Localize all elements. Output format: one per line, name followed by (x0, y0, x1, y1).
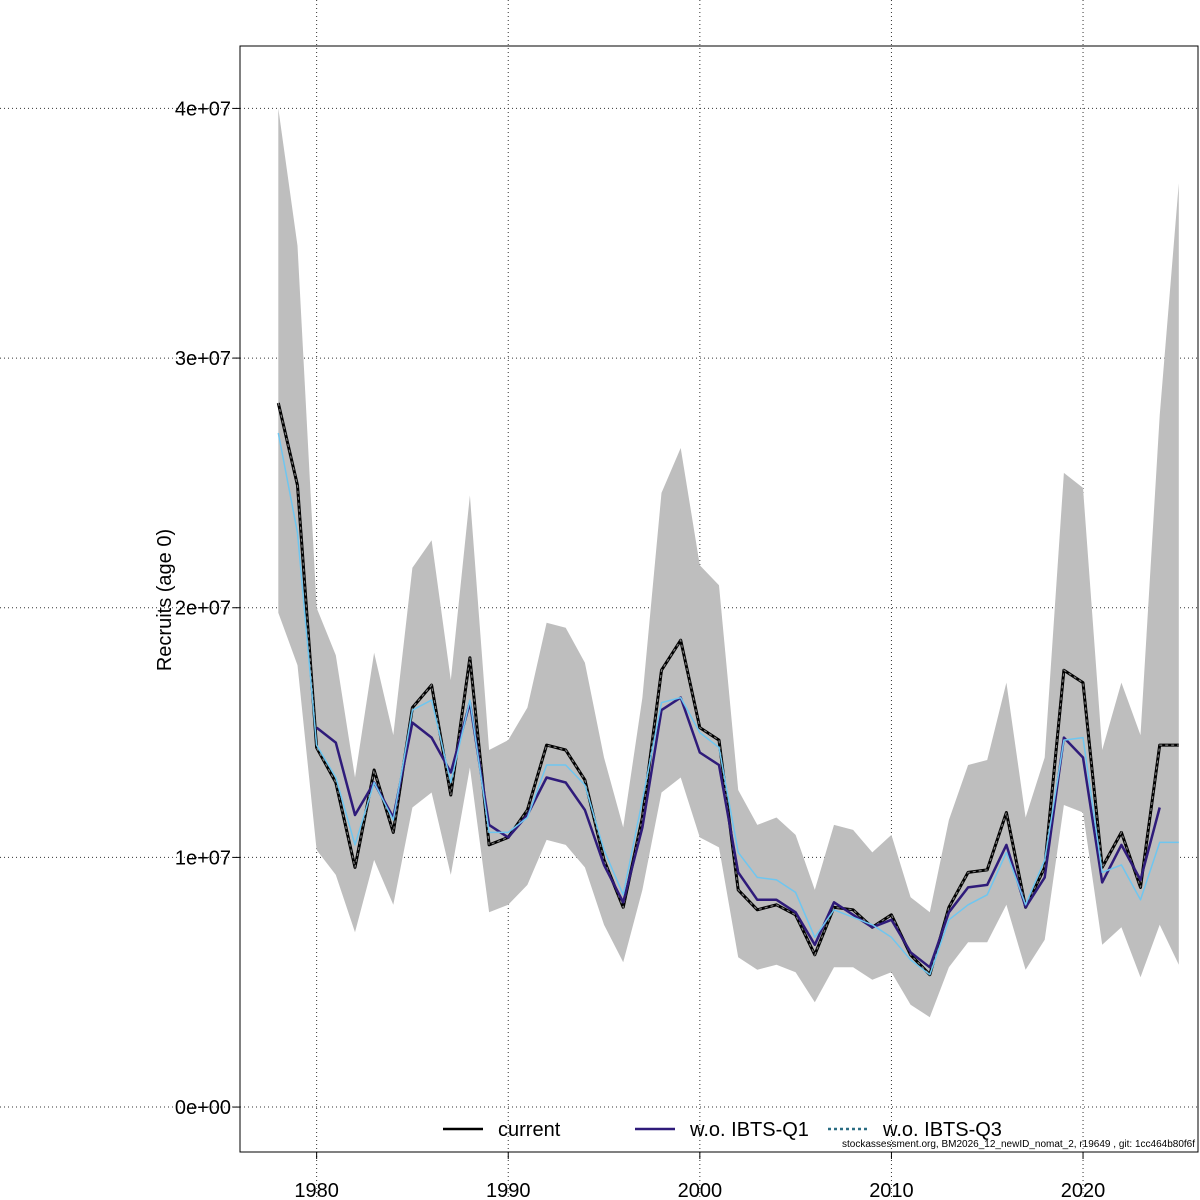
x-tick-label: 2020 (1061, 1180, 1106, 1200)
x-tick-label: 2010 (869, 1180, 914, 1200)
x-axis-ticks: 1980 1990 2000 2010 2020 (294, 1152, 1105, 1200)
y-tick-label: 1e+07 (175, 847, 231, 869)
series-line-wo-ibts-q3 (277, 432, 1179, 976)
legend-label: current (498, 1119, 561, 1141)
x-tick-label: 1990 (486, 1180, 531, 1200)
legend-label: w.o. IBTS-Q1 (689, 1119, 809, 1141)
y-axis-ticks: 0e+00 1e+07 2e+07 3e+07 4e+07 (175, 98, 240, 1119)
y-tick-label: 0e+00 (175, 1097, 231, 1119)
y-axis-title: Recruits (age 0) (154, 529, 176, 671)
y-tick-label: 4e+07 (175, 98, 231, 120)
confidence-band (278, 108, 1179, 1018)
y-tick-label: 3e+07 (175, 348, 231, 370)
plot-frame (239, 45, 1199, 1153)
footer-note: stockassessment.org, BM2026_12_newID_nom… (842, 1139, 1195, 1150)
legend-label: w.o. IBTS-Q3 (882, 1119, 1002, 1141)
legend: current w.o. IBTS-Q1 w.o. IBTS-Q3 (443, 1119, 1002, 1141)
series-lines (276, 402, 1179, 977)
y-tick-label: 2e+07 (175, 598, 231, 620)
x-tick-label: 2000 (678, 1180, 723, 1200)
confidence-band-layer (278, 108, 1179, 1018)
x-tick-label: 1980 (294, 1180, 339, 1200)
